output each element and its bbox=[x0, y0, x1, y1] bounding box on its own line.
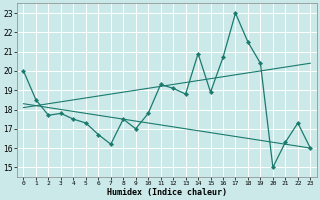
X-axis label: Humidex (Indice chaleur): Humidex (Indice chaleur) bbox=[107, 188, 227, 197]
